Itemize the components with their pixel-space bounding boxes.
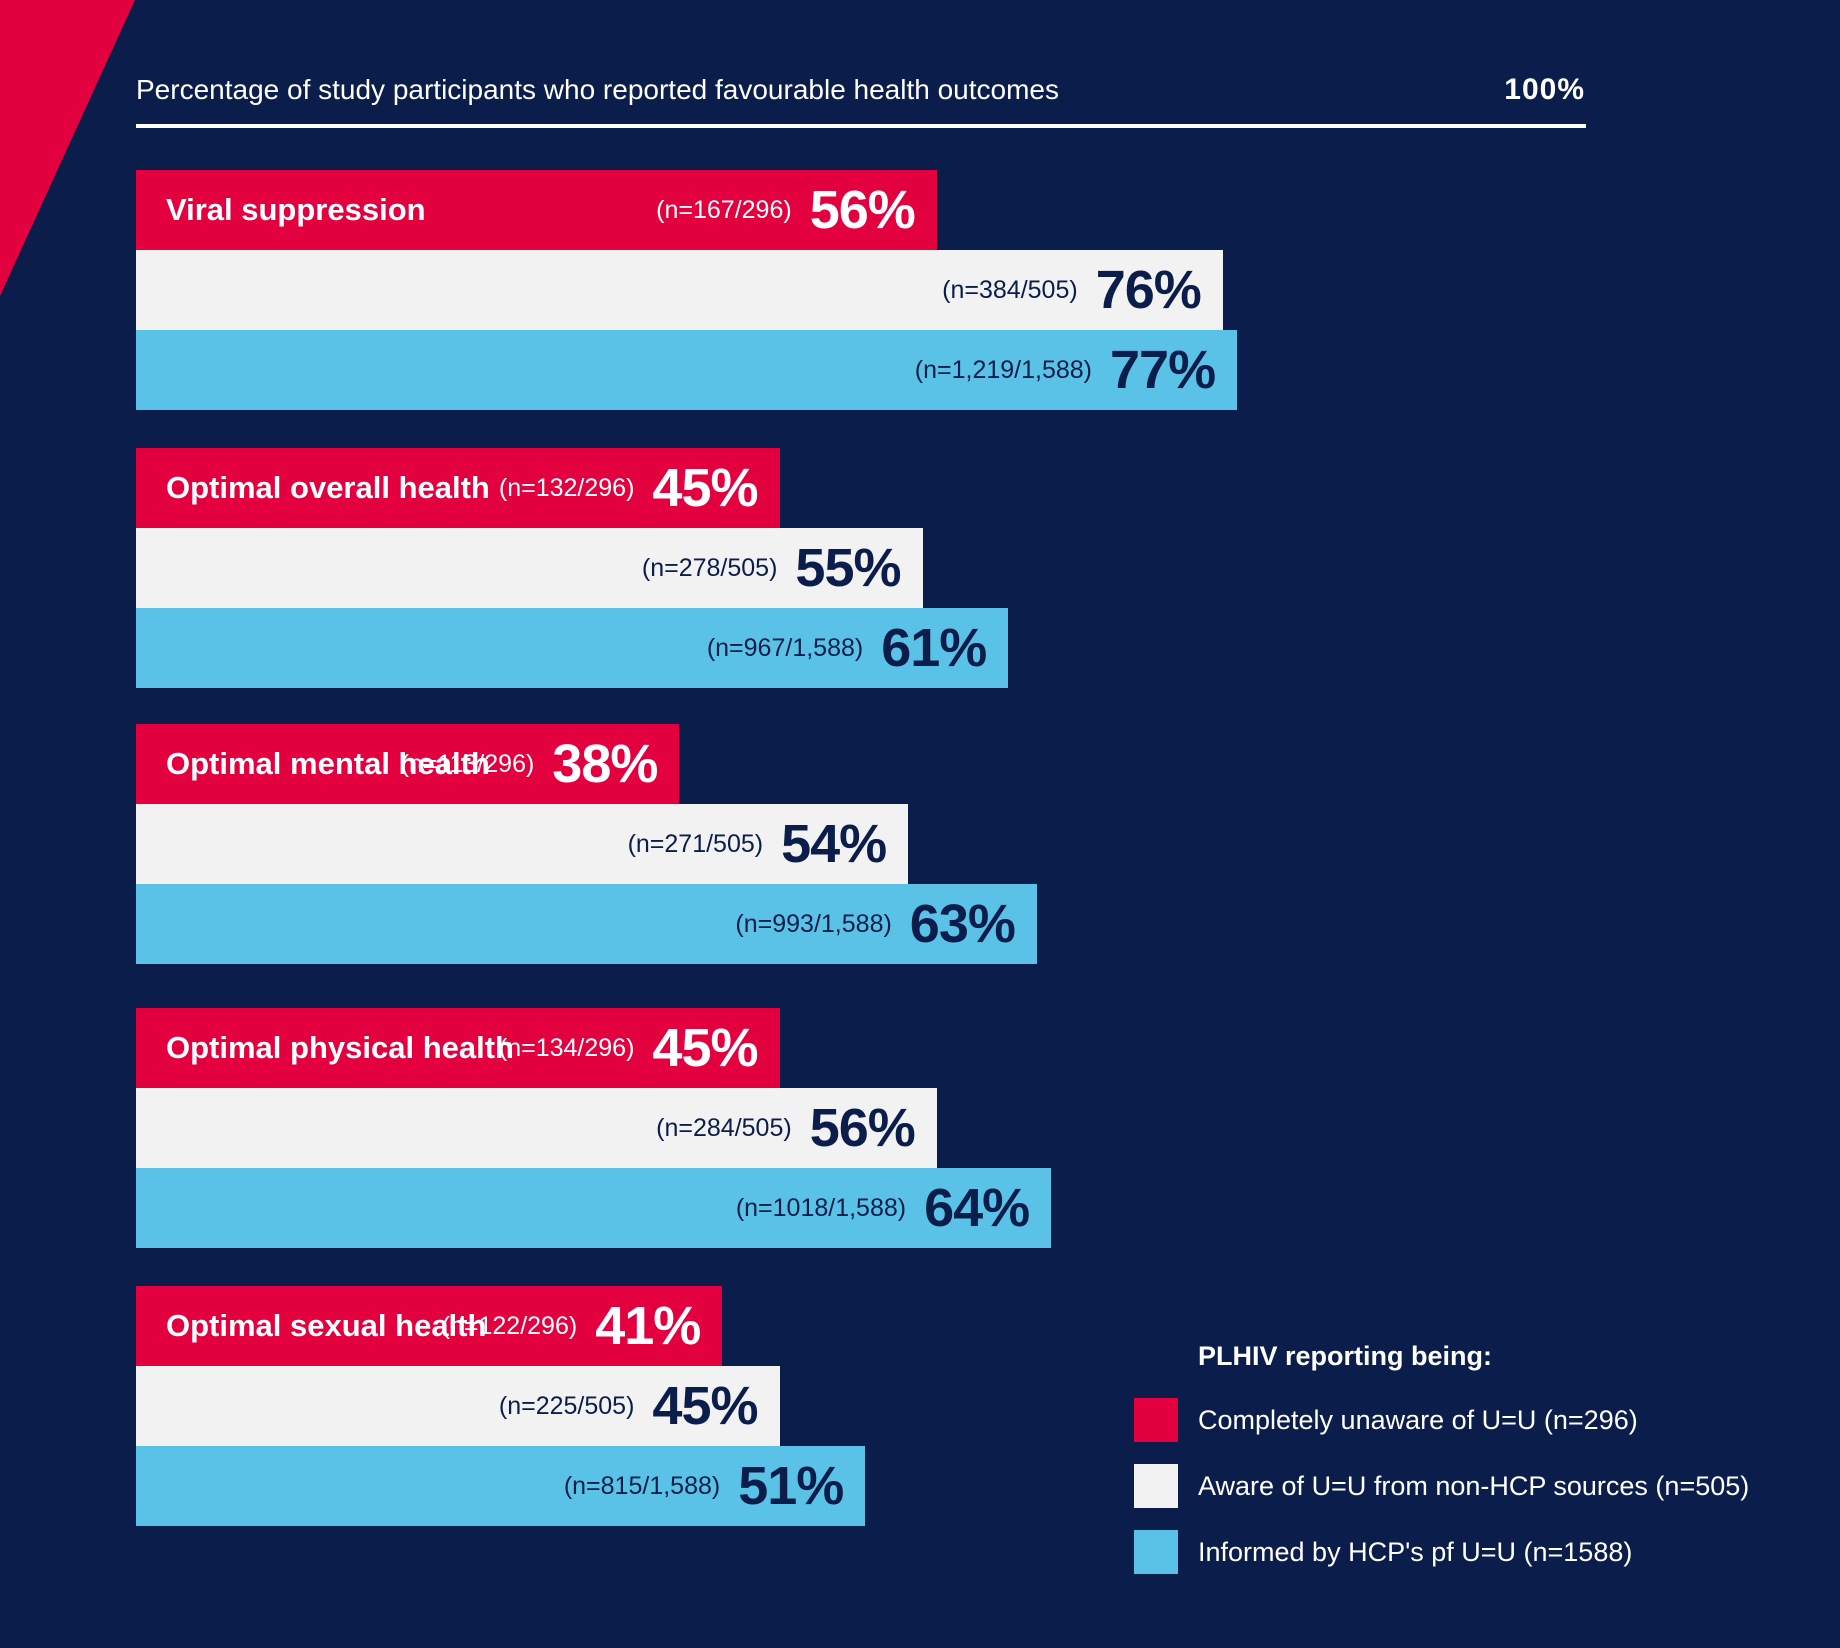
count-label: (n=225/505) [498,1391,635,1420]
legend-label: Informed by HCP's pf U=U (n=1588) [1198,1536,1633,1567]
legend-swatch-blue [1134,1530,1178,1574]
category-label: Optimal sexual health [166,1308,487,1343]
value-label: 55% [795,538,901,598]
category-label: Viral suppression [166,192,426,227]
count-label: (n=1,219/1,588) [914,355,1092,384]
count-label: (n=1018/1,588) [735,1193,907,1222]
bar-hcp: (n=815/1,588) 51% [136,1446,866,1526]
category-label: Optimal mental health [166,746,490,781]
value-label: 54% [781,814,887,874]
count-label: (n=122/296) [441,1311,578,1340]
legend-label: Completely unaware of U=U (n=296) [1198,1404,1638,1435]
legend-item-hcp: Informed by HCP's pf U=U (n=1588) [1134,1530,1749,1574]
value-label: 63% [909,894,1016,954]
legend-item-unaware: Completely unaware of U=U (n=296) [1134,1398,1749,1442]
legend-swatch-white [1134,1464,1178,1508]
value-label: 45% [652,1018,758,1078]
legend-label: Aware of U=U from non-HCP sources (n=505… [1198,1470,1750,1501]
value-label: 56% [809,1098,916,1158]
value-label: 76% [1095,260,1202,320]
bar-unaware: Optimal overall health (n=132/296) 45% [136,448,780,528]
value-label: 45% [652,1376,758,1436]
value-label: 51% [738,1456,844,1516]
bar-non-hcp: (n=225/505) 45% [136,1366,780,1446]
bar-non-hcp: (n=284/505) 56% [136,1088,937,1168]
count-label: (n=167/296) [656,195,792,224]
axis-max-label: 100% [1504,73,1585,106]
bar-non-hcp: (n=278/505) 55% [136,528,923,608]
count-label: (n=113/296) [400,749,535,778]
count-label: (n=815/1,588) [563,1471,721,1500]
count-label: (n=271/505) [627,829,764,858]
bar-unaware: Optimal sexual health (n=122/296) 41% [136,1286,723,1366]
legend: PLHIV reporting being: Completely unawar… [1134,1336,1749,1574]
count-label: (n=134/296) [498,1033,635,1062]
value-label: 56% [809,180,916,240]
category-label: Optimal overall health [166,470,490,505]
legend-swatch-red [1134,1398,1178,1442]
legend-item-non-hcp: Aware of U=U from non-HCP sources (n=505… [1134,1464,1749,1508]
count-label: (n=384/505) [942,275,1078,304]
bar-non-hcp: (n=271/505) 54% [136,804,909,884]
count-label: (n=278/505) [641,553,778,582]
value-label: 41% [595,1296,701,1356]
corner-accent-shape [0,0,135,296]
bar-unaware: Optimal physical health (n=134/296) 45% [136,1008,780,1088]
count-label: (n=132/296) [498,473,635,502]
value-label: 45% [652,458,758,518]
legend-title: PLHIV reporting being: [1198,1341,1492,1371]
value-label: 38% [552,734,658,794]
bar-unaware: Optimal mental health (n=113/296) 38% [136,724,680,804]
title-rule-divider [136,124,1586,128]
bar-hcp: (n=967/1,588) 61% [136,608,1009,688]
bar-hcp: (n=993/1,588) 63% [136,884,1037,964]
count-label: (n=967/1,588) [706,633,864,662]
count-label: (n=993/1,588) [735,909,892,938]
value-label: 77% [1110,340,1216,400]
bar-unaware: Viral suppression (n=167/296) 56% [136,170,937,250]
bar-hcp: (n=1,219/1,588) 77% [136,330,1238,410]
bar-hcp: (n=1018/1,588) 64% [136,1168,1052,1248]
bar-non-hcp: (n=384/505) 76% [136,250,1223,330]
chart-title: Percentage of study participants who rep… [136,74,1060,105]
value-label: 61% [881,618,987,678]
category-label: Optimal physical health [166,1030,514,1065]
value-label: 64% [924,1178,1030,1238]
count-label: (n=284/505) [656,1113,792,1142]
